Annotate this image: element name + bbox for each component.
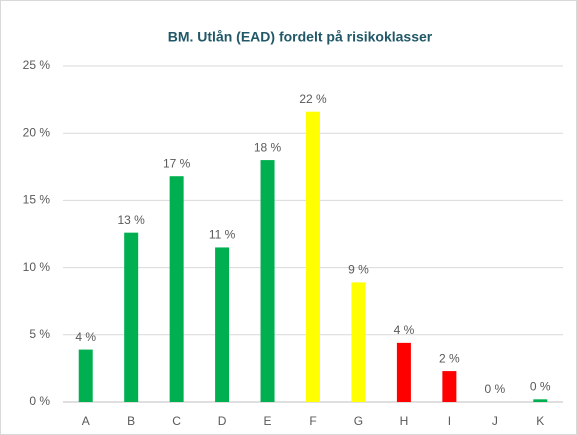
y-tick-label: 5 % — [29, 327, 50, 341]
bar — [124, 232, 139, 402]
x-tick-label: A — [82, 414, 90, 428]
x-tick-label: E — [264, 414, 272, 428]
x-tick-label: D — [218, 414, 227, 428]
y-tick-label: 25 % — [23, 58, 51, 72]
value-label: 11 % — [209, 228, 236, 242]
value-label: 9 % — [348, 263, 369, 277]
bar — [442, 371, 457, 402]
x-tick-label: K — [536, 414, 544, 428]
x-tick-label: G — [354, 414, 363, 428]
value-label: 22 % — [299, 92, 327, 106]
value-label: 18 % — [254, 140, 282, 154]
bar — [533, 399, 548, 402]
x-tick-label: J — [492, 414, 498, 428]
value-label: 4 % — [394, 323, 415, 337]
value-label: 13 % — [118, 213, 146, 227]
y-tick-label: 0 % — [29, 394, 50, 408]
y-tick-label: 20 % — [23, 125, 51, 139]
value-label: 0 % — [530, 379, 551, 393]
bar — [351, 282, 366, 402]
bar — [306, 111, 320, 403]
value-label: 17 % — [163, 156, 191, 170]
value-label: 4 % — [75, 330, 96, 344]
x-tick-label: F — [309, 414, 316, 428]
y-tick-label: 10 % — [23, 260, 51, 274]
value-label: 0 % — [484, 382, 505, 396]
x-tick-label: H — [400, 414, 409, 428]
value-label: 2 % — [439, 351, 460, 365]
y-tick-label: 15 % — [23, 193, 51, 207]
x-tick-label: I — [448, 414, 451, 428]
x-tick-label: B — [127, 414, 135, 428]
bar — [396, 342, 411, 402]
bar — [260, 160, 275, 402]
bar — [215, 247, 230, 402]
x-tick-label: C — [172, 414, 181, 428]
chart-title: BM. Utlån (EAD) fordelt på risikoklasser — [168, 29, 433, 45]
bar — [169, 176, 184, 402]
bar — [78, 349, 93, 402]
